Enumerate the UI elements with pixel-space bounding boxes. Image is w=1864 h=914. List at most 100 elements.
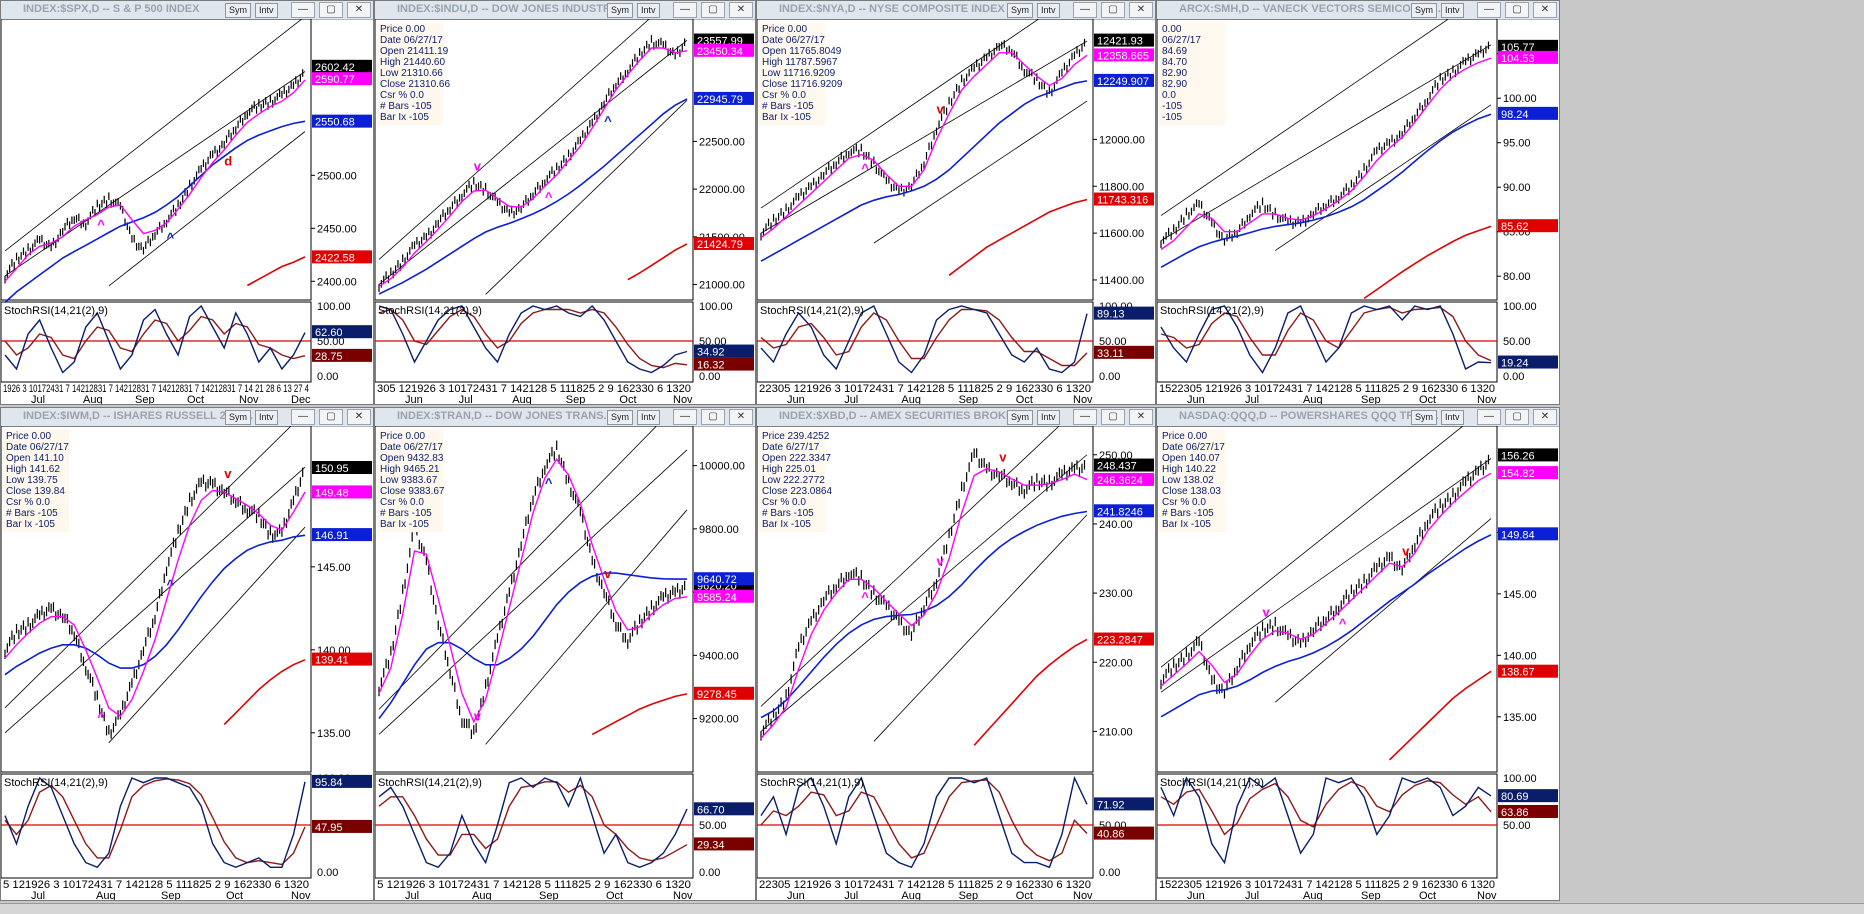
- signal-marker: ^: [1339, 616, 1347, 631]
- x-month-label: Sep: [135, 394, 155, 404]
- maximize-button[interactable]: ▢: [1505, 409, 1529, 425]
- minimize-button[interactable]: —: [1477, 409, 1501, 425]
- close-button[interactable]: ✕: [729, 2, 753, 18]
- window-title-bar[interactable]: INDEX:$IWM,D -- ISHARES RUSSELL 2000... S…: [1, 408, 373, 427]
- window-title-bar[interactable]: NASDAQ:QQQ,D -- POWERSHARES QQQ TRUS... S…: [1157, 408, 1559, 427]
- intv-button[interactable]: Intv: [255, 3, 278, 18]
- price-label: 9278.45: [697, 689, 737, 701]
- close-button[interactable]: ✕: [729, 409, 753, 425]
- price-pane[interactable]: [1, 18, 312, 301]
- ma-short-line: [1160, 472, 1492, 687]
- window-title-bar[interactable]: INDEX:$XBD,D -- AMEX SECURITIES BROKER..…: [757, 408, 1155, 427]
- stoch-signal-line: [760, 779, 1088, 862]
- stoch-pane[interactable]: [757, 301, 1094, 383]
- minimize-button[interactable]: —: [1073, 2, 1097, 18]
- sym-button[interactable]: Sym: [1007, 410, 1033, 425]
- chart-window-3[interactable]: INDEX:$NYA,D -- NYSE COMPOSITE INDEX N..…: [756, 0, 1156, 405]
- close-button[interactable]: ✕: [1533, 409, 1557, 425]
- price-label-bg: [312, 114, 372, 128]
- y-tick-label: 135.00: [317, 728, 351, 740]
- close-button[interactable]: ✕: [1533, 2, 1557, 18]
- intv-button[interactable]: Intv: [637, 3, 660, 18]
- sym-button[interactable]: Sym: [225, 3, 251, 18]
- sym-button[interactable]: Sym: [1007, 3, 1033, 18]
- minimize-button[interactable]: —: [291, 409, 315, 425]
- maximize-button[interactable]: ▢: [319, 2, 343, 18]
- intv-button[interactable]: Intv: [1441, 410, 1464, 425]
- trendline: [1160, 1, 1476, 216]
- info-line: Price 0.00: [6, 431, 51, 442]
- y-tick-label: 22000.00: [699, 184, 745, 196]
- stoch-label-bg: [1094, 797, 1154, 811]
- price-label-bg: [694, 589, 754, 603]
- intv-button[interactable]: Intv: [1037, 3, 1060, 18]
- price-label: 156.26: [1501, 450, 1535, 462]
- sym-button[interactable]: Sym: [607, 3, 633, 18]
- intv-button[interactable]: Intv: [1441, 3, 1464, 18]
- maximize-button[interactable]: ▢: [701, 2, 725, 18]
- window-title-bar[interactable]: INDEX:$INDU,D -- DOW JONES INDUSTRI... Sy…: [375, 1, 755, 20]
- stoch-pane[interactable]: [375, 773, 694, 879]
- price-label-bg: [694, 572, 754, 586]
- sym-button[interactable]: Sym: [1411, 3, 1437, 18]
- stoch-tick-label: 0.00: [317, 867, 338, 879]
- chart-window-4[interactable]: ARCX:SMH,D -- VANECK VECTORS SEMICONDU..…: [1156, 0, 1560, 405]
- sym-button[interactable]: Sym: [607, 410, 633, 425]
- info-line: 82.90: [1162, 79, 1187, 90]
- chart-window-5[interactable]: INDEX:$IWM,D -- ISHARES RUSSELL 2000... S…: [0, 407, 374, 901]
- signal-marker: ^: [167, 577, 175, 592]
- maximize-button[interactable]: ▢: [1101, 409, 1125, 425]
- x-month-label: Nov: [673, 890, 693, 900]
- intv-button[interactable]: Intv: [1037, 410, 1060, 425]
- info-box: 0.0006/27/1784.6984.7082.9082.900.0-105-…: [1159, 22, 1225, 125]
- sym-button[interactable]: Sym: [225, 410, 251, 425]
- chart-window-8[interactable]: NASDAQ:QQQ,D -- POWERSHARES QQQ TRUS... S…: [1156, 407, 1560, 901]
- y-tick-label: 11600.00: [1099, 228, 1144, 240]
- window-title-bar[interactable]: ARCX:SMH,D -- VANECK VECTORS SEMICONDU..…: [1157, 1, 1559, 20]
- stoch-label-bg: [694, 357, 754, 371]
- stoch-label: 62.60: [315, 327, 343, 339]
- maximize-button[interactable]: ▢: [1101, 2, 1125, 18]
- minimize-button[interactable]: —: [291, 2, 315, 18]
- minimize-button[interactable]: —: [673, 409, 697, 425]
- window-title-bar[interactable]: INDEX:$SPX,D -- S & P 500 INDEX Sym Intv — ▢…: [1, 1, 373, 20]
- maximize-button[interactable]: ▢: [701, 409, 725, 425]
- stoch-pane[interactable]: [1, 301, 312, 383]
- maximize-button[interactable]: ▢: [1505, 2, 1529, 18]
- price-bars: [4, 69, 304, 284]
- info-line: Price 0.00: [380, 431, 425, 442]
- minimize-button[interactable]: —: [1073, 409, 1097, 425]
- intv-button[interactable]: Intv: [255, 410, 278, 425]
- stoch-title: StochRSI(14,21(2),9): [378, 305, 482, 317]
- chart-svg[interactable]: 0.0006/27/1784.6984.7082.9082.900.0-105-…: [1157, 1, 1559, 404]
- info-line: High 11787.5967: [762, 57, 838, 68]
- stoch-label: 95.84: [315, 777, 343, 789]
- stoch-pane[interactable]: [757, 773, 1094, 879]
- close-button[interactable]: ✕: [1129, 2, 1153, 18]
- sym-button[interactable]: Sym: [1411, 410, 1437, 425]
- ma-long-line: [591, 693, 688, 736]
- chart-window-1[interactable]: INDEX:$SPX,D -- S & P 500 INDEX Sym Intv — ▢…: [0, 0, 374, 405]
- intv-button[interactable]: Intv: [637, 410, 660, 425]
- chart-window-2[interactable]: INDEX:$INDU,D -- DOW JONES INDUSTRI... Sy…: [374, 0, 756, 405]
- chart-window-6[interactable]: INDEX:$TRAN,D -- DOW JONES TRANS... Sym In…: [374, 407, 756, 901]
- minimize-button[interactable]: —: [673, 2, 697, 18]
- chart-window-7[interactable]: INDEX:$XBD,D -- AMEX SECURITIES BROKER..…: [756, 407, 1156, 901]
- close-button[interactable]: ✕: [1129, 409, 1153, 425]
- minimize-button[interactable]: —: [1477, 2, 1501, 18]
- maximize-button[interactable]: ▢: [319, 409, 343, 425]
- close-button[interactable]: ✕: [347, 409, 371, 425]
- window-title-bar[interactable]: INDEX:$NYA,D -- NYSE COMPOSITE INDEX N..…: [757, 1, 1155, 20]
- ma-short-line: [1160, 57, 1492, 251]
- window-title-bar[interactable]: INDEX:$TRAN,D -- DOW JONES TRANS... Sym In…: [375, 408, 755, 427]
- x-month-label: Oct: [1419, 394, 1436, 404]
- close-button[interactable]: ✕: [347, 2, 371, 18]
- stoch-pane[interactable]: [1157, 773, 1498, 879]
